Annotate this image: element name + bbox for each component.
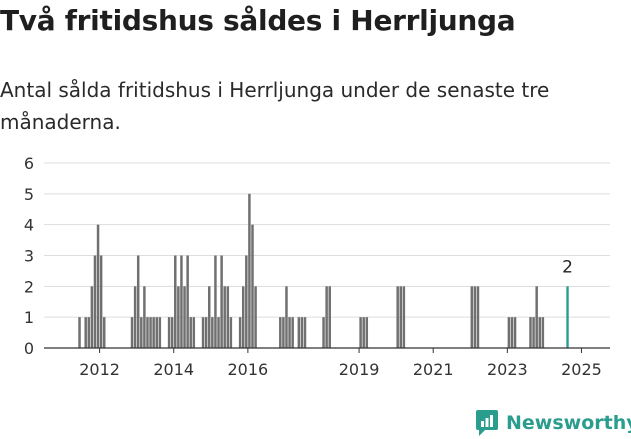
y-tick-label: 6 xyxy=(24,154,34,173)
y-tick-label: 4 xyxy=(24,216,34,235)
bar xyxy=(96,224,100,348)
bar xyxy=(180,255,183,348)
bar xyxy=(192,317,196,348)
bar xyxy=(362,317,365,348)
bar xyxy=(211,317,214,348)
y-tick-label: 5 xyxy=(24,185,34,204)
bar xyxy=(220,255,223,348)
newsworthy-logo[interactable]: Newsworthy xyxy=(475,408,631,438)
bar xyxy=(208,286,211,348)
bar xyxy=(241,286,245,348)
bar xyxy=(297,317,301,348)
bar xyxy=(328,286,331,348)
bar xyxy=(90,286,94,348)
bar xyxy=(170,317,174,348)
bar xyxy=(102,317,106,348)
bar xyxy=(303,317,307,348)
bar xyxy=(155,317,158,348)
chart-title: Två fritidshus såldes i Herrljunga xyxy=(0,4,516,37)
bar xyxy=(510,317,514,348)
bar xyxy=(248,193,251,348)
bar xyxy=(538,317,542,348)
bar xyxy=(359,317,362,348)
bar xyxy=(529,317,532,348)
bar xyxy=(140,317,143,348)
bar xyxy=(251,224,254,348)
bar xyxy=(136,255,140,348)
bar xyxy=(78,317,81,348)
bar xyxy=(146,317,149,348)
bar xyxy=(167,317,171,348)
x-tick-label: 2023 xyxy=(487,360,528,379)
bar xyxy=(229,317,233,348)
bar xyxy=(291,317,294,348)
bar xyxy=(177,286,180,348)
bar xyxy=(300,317,304,348)
bar xyxy=(217,317,220,348)
chart-subtitle: Antal sålda fritidshus i Herrljunga unde… xyxy=(0,78,550,134)
bar xyxy=(238,317,242,348)
newsworthy-logo-icon xyxy=(476,410,498,436)
x-tick-label: 2014 xyxy=(153,360,194,379)
bar xyxy=(365,317,369,348)
bar xyxy=(470,286,474,348)
bar xyxy=(322,317,325,348)
bar xyxy=(507,317,511,348)
bar xyxy=(214,255,217,348)
bar xyxy=(285,286,288,348)
bar xyxy=(158,317,162,348)
y-tick-label: 0 xyxy=(24,339,34,358)
bar xyxy=(402,286,406,348)
bar xyxy=(223,286,226,348)
bar xyxy=(279,317,282,348)
x-tick-label: 2016 xyxy=(228,360,269,379)
bar xyxy=(535,286,538,348)
bar xyxy=(149,317,152,348)
bar xyxy=(183,286,186,348)
bar xyxy=(152,317,155,348)
bar xyxy=(130,317,134,348)
bar xyxy=(513,317,517,348)
x-tick-label: 2012 xyxy=(79,360,120,379)
bar xyxy=(532,317,535,348)
bar xyxy=(226,286,230,348)
newsworthy-logo-text: Newsworthy xyxy=(506,412,631,434)
bar-chart: 0 1 2 3 4 5 6 2012 2014 2016 2019 2021 2023 2025 2 xyxy=(24,154,610,379)
bar xyxy=(174,255,177,348)
bar xyxy=(399,286,403,348)
bar xyxy=(133,286,137,348)
bar xyxy=(201,317,205,348)
bar xyxy=(288,317,291,348)
bar xyxy=(325,286,328,348)
x-tick-label: 2025 xyxy=(561,360,602,379)
bar xyxy=(143,286,146,348)
bar xyxy=(99,255,103,348)
y-tick-label: 2 xyxy=(24,277,34,296)
bar xyxy=(204,317,208,348)
x-tick-label: 2019 xyxy=(339,360,380,379)
bar xyxy=(84,317,87,348)
bar xyxy=(541,317,545,348)
bar xyxy=(189,317,192,348)
y-tick-label: 3 xyxy=(24,247,34,266)
y-tick-label: 1 xyxy=(24,308,34,327)
bar xyxy=(254,286,257,348)
bar xyxy=(282,317,285,348)
bar xyxy=(245,255,248,348)
bar xyxy=(473,286,477,348)
highlight-data-label: 2 xyxy=(562,257,573,277)
bar xyxy=(476,286,480,348)
bar xyxy=(396,286,399,348)
bar xyxy=(87,317,91,348)
highlight-bar xyxy=(566,286,569,348)
bar xyxy=(186,255,189,348)
x-tick-label: 2021 xyxy=(413,360,454,379)
bar xyxy=(93,255,97,348)
